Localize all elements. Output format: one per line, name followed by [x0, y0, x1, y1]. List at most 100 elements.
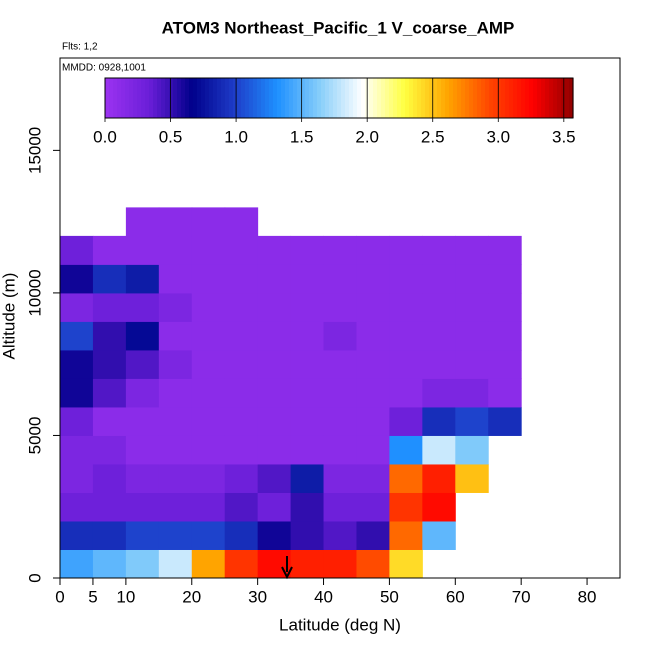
heatmap-cell [158, 349, 193, 379]
x-tick-label: 30 [248, 587, 267, 606]
colorbar-swatch [333, 78, 338, 118]
heatmap-cell [224, 264, 259, 294]
colorbar-swatch [401, 78, 406, 118]
heatmap-cell [191, 292, 226, 322]
colorbar-swatch [521, 78, 526, 118]
heatmap-cell [422, 321, 456, 351]
colorbar-swatch [393, 78, 398, 118]
colorbar-swatch [153, 78, 158, 118]
heatmap-cell [158, 406, 193, 436]
colorbar-swatch [237, 78, 242, 118]
heatmap-cell [92, 463, 127, 493]
heatmap-cell [158, 492, 193, 522]
colorbar-swatch [117, 78, 122, 118]
heatmap-cell [455, 292, 489, 322]
heatmap-cell [422, 406, 456, 436]
colorbar-swatch [293, 78, 298, 118]
colorbar-tick-label: 1.5 [290, 127, 314, 146]
heatmap-cell [422, 520, 456, 550]
heatmap-cell [389, 492, 423, 522]
heatmap-cell [323, 264, 357, 294]
heatmap-cell [488, 235, 522, 265]
colorbar-swatch [353, 78, 358, 118]
colorbar-swatch [485, 78, 490, 118]
heatmap-cell [92, 235, 127, 265]
colorbar-swatch [181, 78, 186, 118]
colorbar-swatch [241, 78, 246, 118]
heatmap-cell [191, 463, 226, 493]
heatmap-cell [257, 406, 292, 436]
heatmap-cell [158, 520, 193, 550]
heatmap-cell [92, 406, 127, 436]
heatmap-cell [60, 463, 94, 493]
heatmap-cell [389, 520, 423, 550]
colorbar-tick-label: 3.5 [552, 127, 576, 146]
heatmap-cell [422, 463, 456, 493]
x-tick-label: 5 [88, 587, 97, 606]
colorbar-swatch [421, 78, 426, 118]
colorbar-swatch [289, 78, 294, 118]
colorbar-swatch [429, 78, 434, 118]
x-axis-label: Latitude (deg N) [279, 615, 401, 634]
heatmap-cell [389, 235, 423, 265]
colorbar-swatch [229, 78, 234, 118]
heatmap-cell [125, 292, 160, 322]
colorbar-swatch [473, 78, 478, 118]
colorbar-swatch [449, 78, 454, 118]
colorbar-swatch [173, 78, 178, 118]
heatmap-cell [257, 235, 292, 265]
heatmap-cell [488, 321, 522, 351]
heatmap-cell [125, 435, 160, 465]
colorbar-swatch [217, 78, 222, 118]
heatmap-cell [455, 349, 489, 379]
heatmap-cell [125, 264, 160, 294]
colorbar-swatch [437, 78, 442, 118]
heatmap-cell [191, 378, 226, 408]
colorbar-swatch [149, 78, 154, 118]
heatmap-cell [488, 378, 522, 408]
colorbar-swatch [453, 78, 458, 118]
heatmap-cell [125, 207, 160, 237]
colorbar-swatch [405, 78, 410, 118]
colorbar-swatch [137, 78, 142, 118]
colorbar-swatch [525, 78, 530, 118]
colorbar-swatch [281, 78, 286, 118]
y-tick-label: 0 [25, 573, 44, 582]
heatmap-cell [60, 520, 94, 550]
heatmap-cell [356, 492, 390, 522]
heatmap-cell [224, 492, 259, 522]
heatmap-cell [125, 349, 160, 379]
colorbar-tick-label: 0.0 [93, 127, 117, 146]
heatmap-cell [323, 549, 357, 579]
colorbar-swatch [413, 78, 418, 118]
heatmap-cell [356, 378, 390, 408]
heatmap-cell [290, 549, 325, 579]
heatmap-cell [92, 264, 127, 294]
colorbar-swatch [329, 78, 334, 118]
colorbar-swatch [469, 78, 474, 118]
heatmap-cell [422, 435, 456, 465]
heatmap-cell [92, 435, 127, 465]
heatmap-cell [191, 207, 226, 237]
x-tick-label: 40 [314, 587, 333, 606]
heatmap-cell [60, 435, 94, 465]
heatmap-cell [356, 463, 390, 493]
colorbar-swatch [269, 78, 274, 118]
y-axis-label: Altitude (m) [0, 273, 18, 360]
colorbar-swatch [557, 78, 562, 118]
heatmap-cell [257, 492, 292, 522]
colorbar-tick-label: 3.0 [486, 127, 510, 146]
plot-frame [59, 57, 621, 579]
heatmap-cell [191, 264, 226, 294]
colorbar-swatch [133, 78, 138, 118]
colorbar-swatch [177, 78, 182, 118]
heatmap-cell [356, 349, 390, 379]
colorbar-swatch [501, 78, 506, 118]
annotation: MMDD: 0928,1001 [62, 63, 146, 74]
heatmap-cell [389, 549, 423, 579]
heatmap-cell [257, 349, 292, 379]
colorbar-swatch [157, 78, 162, 118]
colorbar-tick-label: 2.0 [355, 127, 379, 146]
heatmap-cell [60, 292, 94, 322]
colorbar-swatch [489, 78, 494, 118]
